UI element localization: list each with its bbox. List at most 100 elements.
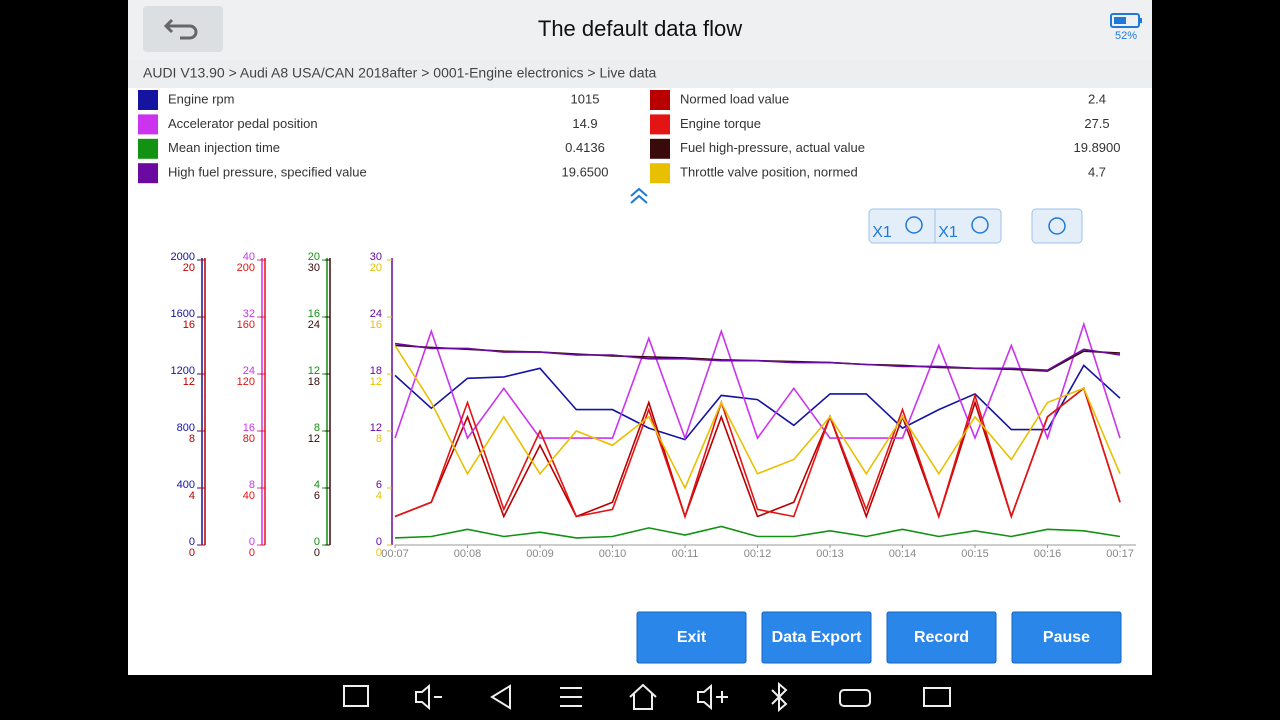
nav-record[interactable] bbox=[923, 687, 951, 707]
y-tick-label: 0 bbox=[376, 536, 382, 548]
x-tick-label: 00:16 bbox=[1034, 548, 1062, 560]
legend-name: Fuel high-pressure, actual value bbox=[680, 140, 865, 155]
y-tick-label: 8 bbox=[189, 433, 195, 445]
y-tick-label: 4 bbox=[376, 490, 382, 502]
legend-name: Normed load value bbox=[680, 91, 789, 106]
button-label[interactable]: Data Export bbox=[772, 629, 862, 646]
y-tick-label: 20 bbox=[308, 251, 320, 263]
series-line bbox=[394, 364, 1121, 441]
y-tick-label: 8 bbox=[314, 422, 320, 434]
y-tick-label: 16 bbox=[370, 319, 382, 331]
button-face[interactable] bbox=[886, 611, 997, 664]
y-tick-label: 40 bbox=[243, 251, 255, 263]
y-tick-label: 20 bbox=[183, 262, 195, 274]
legend-name: Accelerator pedal position bbox=[168, 116, 318, 131]
nav-home[interactable] bbox=[629, 683, 657, 710]
series-line bbox=[394, 345, 1121, 490]
y-tick-label: 0 bbox=[314, 536, 320, 548]
legend-name: Mean injection time bbox=[168, 140, 280, 155]
legend: Engine rpm 1015 Normed load value 2.4 Accele… bbox=[138, 90, 1121, 184]
nav-volume-up[interactable] bbox=[697, 683, 728, 711]
button-label[interactable]: Record bbox=[914, 629, 969, 646]
y-tick-label: 400 bbox=[177, 479, 195, 491]
action-button[interactable]: Exit bbox=[636, 611, 747, 664]
collapse-icon[interactable] bbox=[630, 187, 648, 204]
y-tick-label: 4 bbox=[189, 490, 195, 502]
legend-name: High fuel pressure, specified value bbox=[168, 165, 367, 180]
y-tick-label: 0 bbox=[376, 547, 382, 559]
header-bar bbox=[128, 0, 1152, 60]
y-tick-label: 18 bbox=[308, 376, 320, 388]
action-button[interactable]: Pause bbox=[1011, 611, 1122, 664]
legend-swatch bbox=[138, 138, 158, 159]
legend-reading: 19.6500 bbox=[562, 165, 609, 180]
y-tick-label: 16 bbox=[243, 422, 255, 434]
y-tick-label: 1600 bbox=[171, 308, 195, 320]
nav-menu[interactable] bbox=[560, 687, 582, 707]
x-tick-label: 00:13 bbox=[816, 548, 844, 560]
y-tick-label: 32 bbox=[243, 308, 255, 320]
back-button[interactable] bbox=[143, 6, 223, 52]
y-tick-label: 6 bbox=[376, 479, 382, 491]
legend-swatch bbox=[650, 138, 670, 159]
button-face[interactable] bbox=[636, 611, 747, 664]
legend-reading: 1015 bbox=[571, 91, 600, 106]
y-tick-label: 200 bbox=[237, 262, 255, 274]
nav-volume-down[interactable] bbox=[415, 683, 442, 711]
x-tick-label: 00:12 bbox=[744, 548, 772, 560]
y-tick-label: 0 bbox=[189, 547, 195, 559]
zoom-y[interactable]: X1 bbox=[938, 224, 958, 241]
page-title: The default data flow bbox=[538, 16, 742, 41]
y-tick-label: 1200 bbox=[171, 365, 195, 377]
legend-reading: 4.7 bbox=[1088, 165, 1106, 180]
y-tick-label: 12 bbox=[370, 422, 382, 434]
series-line bbox=[394, 386, 1121, 520]
button-label[interactable]: Pause bbox=[1043, 629, 1090, 646]
series-line bbox=[394, 342, 1121, 372]
legend-swatch bbox=[650, 163, 670, 184]
button-face[interactable] bbox=[1011, 611, 1122, 664]
y-tick-label: 120 bbox=[237, 376, 255, 388]
legend-reading: 2.4 bbox=[1088, 91, 1106, 106]
legend-swatch bbox=[138, 114, 158, 135]
nav-bluetooth[interactable] bbox=[771, 681, 788, 713]
button-label[interactable]: Exit bbox=[677, 629, 707, 646]
y-tick-label: 6 bbox=[314, 490, 320, 502]
y-tick-label: 0 bbox=[249, 536, 255, 548]
nav-bar bbox=[343, 681, 951, 713]
y-tick-label: 0 bbox=[314, 547, 320, 559]
y-tick-label: 20 bbox=[370, 262, 382, 274]
zoom-control[interactable] bbox=[868, 208, 1002, 244]
legend-reading: 27.5 bbox=[1084, 116, 1109, 131]
y-tick-label: 40 bbox=[243, 490, 255, 502]
nav-car[interactable] bbox=[839, 689, 871, 707]
legend-swatch bbox=[138, 90, 158, 110]
x-tick-label: 00:15 bbox=[961, 548, 989, 560]
button-bar: Exit Data Export Record Pause bbox=[636, 611, 1122, 664]
y-tick-label: 16 bbox=[308, 308, 320, 320]
y-tick-label: 24 bbox=[243, 365, 255, 377]
refresh-button[interactable] bbox=[1031, 208, 1083, 244]
legend-name: Engine torque bbox=[680, 116, 761, 131]
x-tick-label: 00:07 bbox=[381, 548, 409, 560]
x-tick-label: 00:10 bbox=[599, 548, 627, 560]
legend-swatch bbox=[138, 163, 158, 184]
legend-reading: 19.8900 bbox=[1074, 140, 1121, 155]
y-tick-label: 30 bbox=[370, 251, 382, 263]
chart: 0400800120016002000048121620081624324004… bbox=[171, 251, 1136, 560]
button-face[interactable] bbox=[761, 611, 872, 664]
zoom-x[interactable]: X1 bbox=[872, 224, 892, 241]
breadcrumb-bar bbox=[128, 60, 1152, 88]
y-tick-label: 0 bbox=[249, 547, 255, 559]
action-button[interactable]: Record bbox=[886, 611, 997, 664]
legend-swatch bbox=[650, 90, 670, 110]
y-tick-label: 8 bbox=[376, 433, 382, 445]
legend-reading: 14.9 bbox=[572, 116, 597, 131]
nav-screenshot[interactable] bbox=[343, 685, 369, 707]
nav-back[interactable] bbox=[490, 684, 511, 710]
y-tick-label: 12 bbox=[308, 433, 320, 445]
action-button[interactable]: Data Export bbox=[761, 611, 872, 664]
y-tick-label: 160 bbox=[237, 319, 255, 331]
battery-icon bbox=[1110, 13, 1142, 28]
